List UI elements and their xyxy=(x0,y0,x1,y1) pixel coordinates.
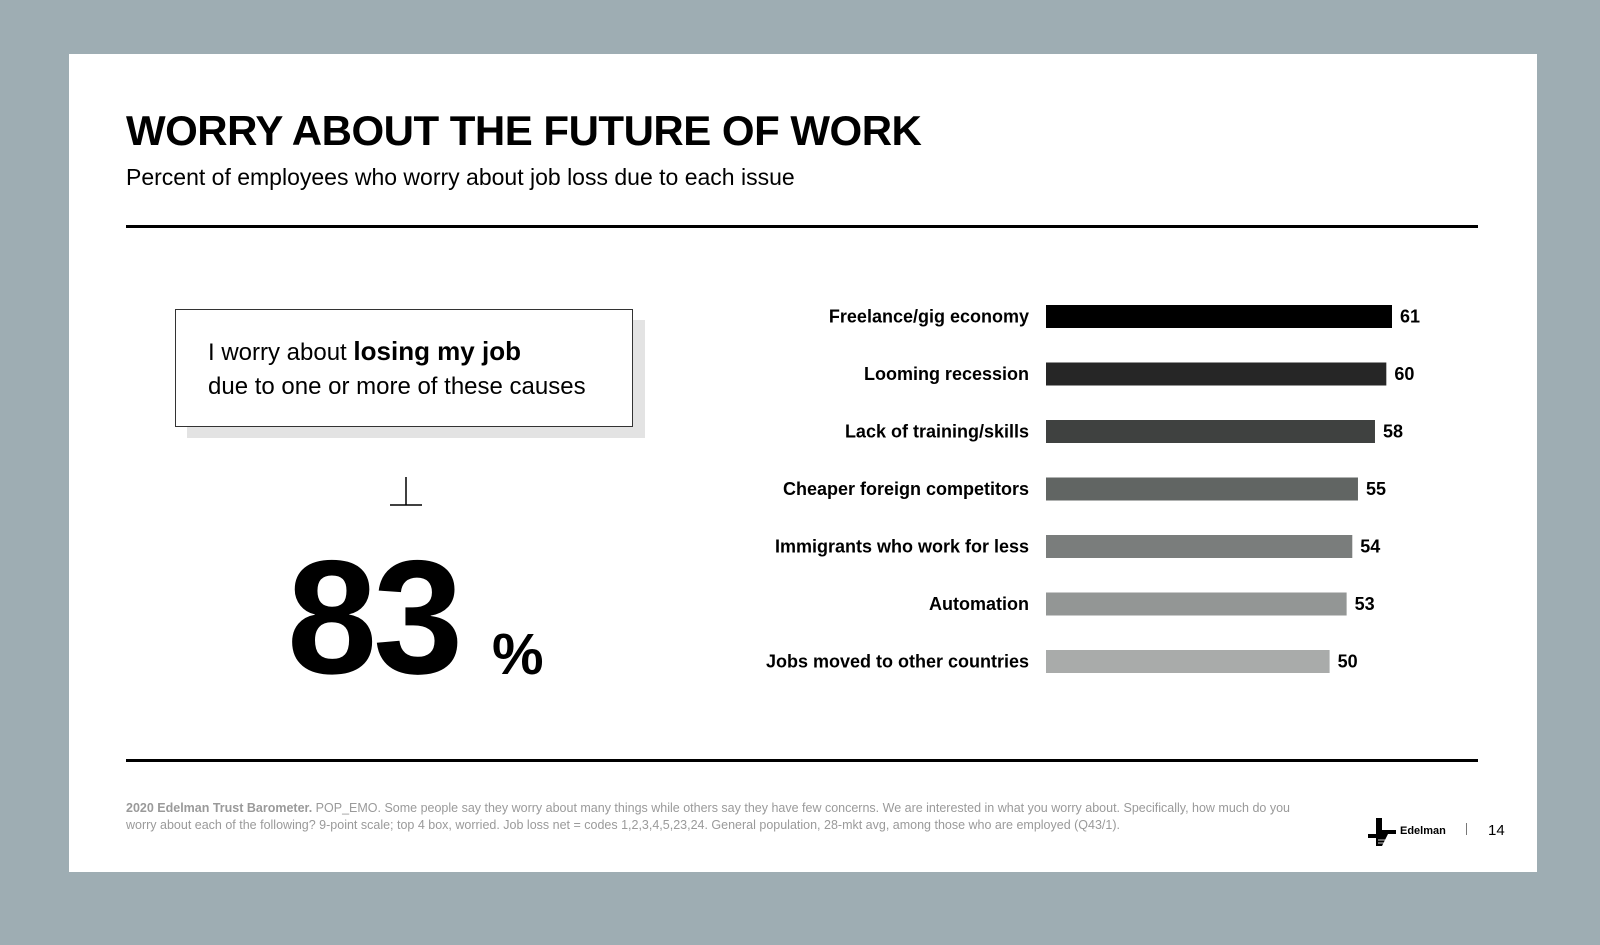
bar xyxy=(1046,592,1347,616)
bar-label: Cheaper foreign competitors xyxy=(783,479,1029,499)
bar-value-label: 53 xyxy=(1355,594,1375,614)
headline-stat-unit: % xyxy=(492,622,544,687)
bar-value-label: 61 xyxy=(1400,307,1420,327)
callout-text-tail: due to one or more of these causes xyxy=(208,373,586,400)
bar xyxy=(1046,362,1387,386)
callout-box: I worry about losing my job due to one o… xyxy=(175,309,633,427)
page-number: 14 xyxy=(1488,822,1505,839)
bar-value-label: 54 xyxy=(1360,537,1380,557)
bar-value-label: 58 xyxy=(1383,422,1403,442)
bar-label: Lack of training/skills xyxy=(845,422,1029,442)
footer-divider xyxy=(1466,823,1467,835)
callout-text: I worry about losing my job due to one o… xyxy=(208,334,586,404)
callout-text-emphasis: losing my job xyxy=(353,336,521,366)
bar xyxy=(1046,650,1330,673)
page-title: WORRY ABOUT THE FUTURE OF WORK xyxy=(126,107,922,154)
bar-value-label: 50 xyxy=(1338,652,1358,672)
top-divider xyxy=(126,225,1478,228)
slide: WORRY ABOUT THE FUTURE OF WORK Percent o… xyxy=(69,54,1537,872)
footnote-source: 2020 Edelman Trust Barometer. xyxy=(126,801,313,815)
headline-stat-value: 83 xyxy=(287,527,463,708)
connector-icon xyxy=(390,477,422,506)
bar-label: Looming recession xyxy=(864,364,1029,384)
callout-text-lead: I worry about xyxy=(208,339,354,366)
edelman-logo-icon xyxy=(1368,818,1396,846)
bar xyxy=(1046,535,1353,558)
bar-value-label: 60 xyxy=(1394,364,1414,384)
logo-text: Edelman xyxy=(1400,825,1446,837)
footnote: 2020 Edelman Trust Barometer. POP_EMO. S… xyxy=(126,800,1306,834)
bar xyxy=(1046,305,1392,328)
bar xyxy=(1046,420,1375,443)
bar-value-label: 55 xyxy=(1366,479,1386,499)
page-subtitle: Percent of employees who worry about job… xyxy=(126,164,795,190)
bar-label: Immigrants who work for less xyxy=(775,537,1029,557)
footnote-note: POP_EMO. Some people say they worry abou… xyxy=(126,801,1290,832)
bar-label: Jobs moved to other countries xyxy=(766,652,1029,672)
bar xyxy=(1046,477,1358,501)
bottom-divider xyxy=(126,759,1478,762)
bar-label: Freelance/gig economy xyxy=(829,307,1029,327)
bar-chart: Freelance/gig economy 61 Looming recession… xyxy=(766,305,1420,673)
bar-label: Automation xyxy=(929,594,1029,614)
